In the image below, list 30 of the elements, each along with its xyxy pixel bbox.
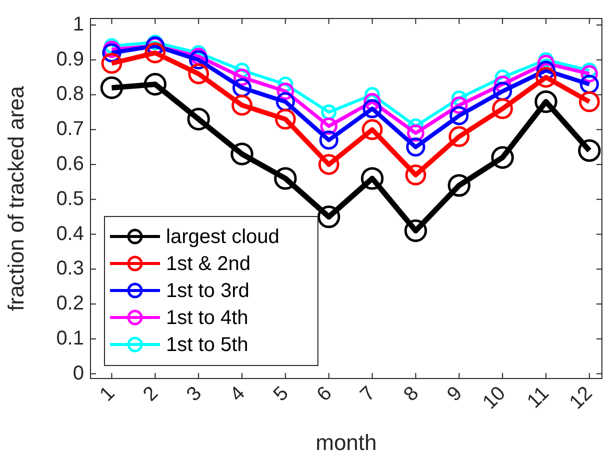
x-tick-label: 1	[96, 382, 120, 406]
legend-label: largest cloud	[166, 226, 280, 248]
y-tick-label: 0.3	[56, 258, 84, 280]
y-tick-label: 0	[72, 362, 84, 384]
y-axis-title: fraction of tracked area	[3, 85, 28, 312]
y-tick-label: 0.8	[56, 83, 84, 106]
legend-label: 1st to 3rd	[166, 280, 250, 302]
x-tick-label: 7	[356, 382, 380, 406]
x-axis-title: month	[316, 430, 377, 455]
x-tick-label: 12	[566, 382, 597, 414]
y-tick-label: 0.5	[56, 188, 84, 210]
x-tick-label: 10	[478, 382, 510, 414]
legend-label: 1st to 5th	[166, 334, 248, 356]
y-tick-label: 0.7	[56, 118, 84, 140]
legend-label: 1st & 2nd	[166, 253, 251, 276]
x-tick-label: 4	[226, 382, 250, 406]
y-tick-label: 0.2	[56, 292, 84, 315]
y-tick-label: 1	[72, 13, 84, 36]
x-tick-label: 6	[312, 382, 336, 406]
x-tick-label: 3	[182, 382, 206, 406]
x-tick-label: 2	[139, 382, 163, 406]
legend-label: 1st to 4th	[166, 307, 248, 330]
x-tick-label: 5	[269, 382, 293, 406]
y-tick-label: 0.4	[56, 222, 84, 245]
x-tick-label: 8	[400, 382, 424, 406]
y-tick-label: 0.1	[56, 327, 84, 350]
x-tick-label: 11	[523, 382, 554, 413]
x-tick-label: 9	[443, 382, 467, 406]
y-tick-label: 0.6	[56, 153, 84, 176]
y-tick-label: 0.9	[56, 48, 84, 70]
